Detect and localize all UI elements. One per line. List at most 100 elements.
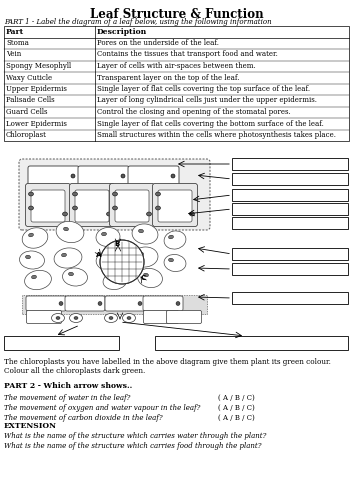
Ellipse shape bbox=[63, 227, 68, 231]
Text: C: C bbox=[141, 275, 145, 281]
Ellipse shape bbox=[164, 231, 186, 249]
FancyBboxPatch shape bbox=[109, 184, 154, 226]
Ellipse shape bbox=[104, 314, 118, 322]
Ellipse shape bbox=[113, 206, 118, 210]
Text: Chloroplast: Chloroplast bbox=[6, 131, 47, 139]
Ellipse shape bbox=[59, 302, 63, 306]
Ellipse shape bbox=[29, 233, 34, 237]
Bar bbox=[232, 292, 348, 304]
Text: Palisade Cells: Palisade Cells bbox=[6, 96, 55, 104]
Ellipse shape bbox=[102, 232, 107, 236]
Text: The movement of carbon dioxide in the leaf?: The movement of carbon dioxide in the le… bbox=[4, 414, 162, 422]
Ellipse shape bbox=[113, 192, 118, 196]
Ellipse shape bbox=[51, 314, 64, 322]
FancyBboxPatch shape bbox=[128, 166, 179, 186]
FancyBboxPatch shape bbox=[27, 310, 62, 324]
Text: Guard Cells: Guard Cells bbox=[6, 108, 47, 116]
FancyBboxPatch shape bbox=[78, 166, 129, 186]
Ellipse shape bbox=[19, 251, 45, 269]
Ellipse shape bbox=[143, 273, 148, 277]
Text: Layer of cells with air-spaces between them.: Layer of cells with air-spaces between t… bbox=[97, 62, 256, 70]
Ellipse shape bbox=[25, 270, 51, 289]
Text: Spongy Mesophyll: Spongy Mesophyll bbox=[6, 62, 71, 70]
FancyBboxPatch shape bbox=[153, 184, 198, 226]
Text: B: B bbox=[114, 241, 120, 247]
Text: Contains the tissues that transport food and water.: Contains the tissues that transport food… bbox=[97, 50, 278, 58]
FancyBboxPatch shape bbox=[19, 159, 210, 230]
Text: Part: Part bbox=[6, 28, 24, 36]
Ellipse shape bbox=[138, 302, 142, 306]
Text: The movement of oxygen and water vapour in the leaf?: The movement of oxygen and water vapour … bbox=[4, 404, 200, 412]
Ellipse shape bbox=[107, 212, 112, 216]
Bar bbox=[232, 203, 348, 215]
Ellipse shape bbox=[73, 206, 78, 210]
Text: The movement of water in the leaf?: The movement of water in the leaf? bbox=[4, 394, 130, 402]
Text: Single layer of flat cells covering the top surface of the leaf.: Single layer of flat cells covering the … bbox=[97, 85, 310, 93]
Ellipse shape bbox=[103, 272, 127, 289]
FancyBboxPatch shape bbox=[158, 190, 192, 222]
Ellipse shape bbox=[127, 316, 131, 320]
Ellipse shape bbox=[169, 258, 173, 262]
FancyBboxPatch shape bbox=[26, 296, 66, 311]
Ellipse shape bbox=[155, 206, 160, 210]
Bar bbox=[232, 217, 348, 229]
Ellipse shape bbox=[138, 252, 143, 256]
Ellipse shape bbox=[171, 174, 175, 178]
Ellipse shape bbox=[189, 212, 194, 216]
FancyBboxPatch shape bbox=[28, 166, 79, 186]
Bar bbox=[4, 336, 119, 350]
Ellipse shape bbox=[56, 222, 84, 242]
Text: Transparent layer on the top of the leaf.: Transparent layer on the top of the leaf… bbox=[97, 74, 240, 82]
Bar bbox=[232, 189, 348, 201]
Text: ( A / B / C): ( A / B / C) bbox=[218, 404, 255, 412]
FancyBboxPatch shape bbox=[166, 310, 201, 324]
Ellipse shape bbox=[147, 212, 152, 216]
Ellipse shape bbox=[132, 247, 158, 267]
FancyBboxPatch shape bbox=[143, 310, 178, 324]
Text: Description: Description bbox=[97, 28, 147, 36]
Ellipse shape bbox=[54, 248, 82, 268]
FancyBboxPatch shape bbox=[105, 296, 145, 311]
Ellipse shape bbox=[138, 268, 162, 287]
Ellipse shape bbox=[109, 276, 114, 280]
Text: ( A / B / C): ( A / B / C) bbox=[218, 394, 255, 402]
Bar bbox=[22, 295, 207, 314]
Text: PART 2 - Which arrow shows..: PART 2 - Which arrow shows.. bbox=[4, 382, 132, 390]
Text: EXTENSION: EXTENSION bbox=[4, 422, 57, 430]
Ellipse shape bbox=[62, 253, 67, 257]
Ellipse shape bbox=[63, 268, 87, 286]
Bar bbox=[155, 336, 348, 350]
Ellipse shape bbox=[132, 224, 158, 244]
Bar bbox=[232, 248, 348, 260]
FancyBboxPatch shape bbox=[25, 184, 70, 226]
Ellipse shape bbox=[56, 316, 60, 320]
Ellipse shape bbox=[169, 235, 173, 239]
Text: What is the name of the structure which carries food through the plant?: What is the name of the structure which … bbox=[4, 442, 262, 450]
Ellipse shape bbox=[25, 255, 30, 259]
Text: Waxy Cuticle: Waxy Cuticle bbox=[6, 74, 52, 82]
FancyBboxPatch shape bbox=[65, 296, 105, 311]
Ellipse shape bbox=[155, 192, 160, 196]
Ellipse shape bbox=[164, 254, 186, 272]
Ellipse shape bbox=[69, 272, 74, 276]
Ellipse shape bbox=[122, 314, 136, 322]
Ellipse shape bbox=[102, 257, 107, 261]
FancyBboxPatch shape bbox=[115, 190, 149, 222]
Text: Small structures within the cells where photosynthesis takes place.: Small structures within the cells where … bbox=[97, 131, 336, 139]
Text: Vein: Vein bbox=[6, 50, 21, 58]
Ellipse shape bbox=[22, 228, 48, 248]
Ellipse shape bbox=[69, 314, 82, 322]
Bar bbox=[4, 26, 349, 141]
Text: A: A bbox=[96, 252, 102, 258]
Ellipse shape bbox=[29, 206, 34, 210]
Text: Lower Epidermis: Lower Epidermis bbox=[6, 120, 67, 128]
Ellipse shape bbox=[98, 302, 102, 306]
Ellipse shape bbox=[29, 192, 34, 196]
Text: Control the closing and opening of the stomatal pores.: Control the closing and opening of the s… bbox=[97, 108, 291, 116]
Text: Leaf Structure & Function: Leaf Structure & Function bbox=[90, 8, 264, 21]
Text: What is the name of the structure which carries water through the plant?: What is the name of the structure which … bbox=[4, 432, 266, 440]
Ellipse shape bbox=[121, 174, 125, 178]
FancyBboxPatch shape bbox=[69, 184, 114, 226]
Ellipse shape bbox=[63, 212, 68, 216]
Ellipse shape bbox=[73, 192, 78, 196]
